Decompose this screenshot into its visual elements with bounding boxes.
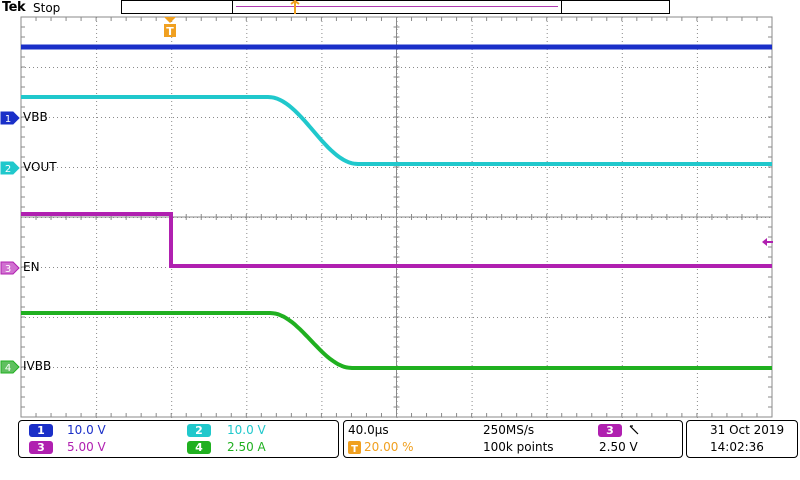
ch2-ground-marker[interactable]: 2 (0, 160, 22, 176)
ch4-label: IVBB (23, 359, 52, 373)
date: 31 Oct 2019 (710, 423, 785, 437)
ch2-badge[interactable]: 2 (187, 424, 211, 437)
trigger-position-icon: T (348, 441, 361, 454)
ch2-label: VOUT (23, 160, 57, 174)
ch3-badge[interactable]: 3 (29, 441, 53, 454)
ch4-ground-marker[interactable]: 4 (0, 359, 22, 375)
ch3-ground-marker[interactable]: 3 (0, 260, 22, 276)
svg-text:3: 3 (5, 264, 11, 275)
time: 14:02:36 (710, 440, 764, 454)
channel-scale-panel[interactable]: 1 10.0 V 2 10.0 V 3 5.00 V 4 2.50 A (18, 420, 339, 458)
ch3-scale[interactable]: 5.00 V (67, 440, 106, 454)
acquisition-state: Stop (33, 1, 61, 15)
trigger-position[interactable]: 20.00 % (364, 440, 414, 454)
svg-text:T: T (166, 25, 174, 38)
ch1-label: VBB (23, 110, 48, 124)
brand-logo: Tek (2, 0, 26, 15)
waveform-ch4 (21, 311, 772, 370)
trigger-source-badge[interactable]: 3 (598, 424, 622, 437)
datetime-panel: 31 Oct 2019 14:02:36 (686, 420, 798, 458)
trigger-level-marker-icon (762, 238, 773, 246)
waveform-display[interactable]: T (0, 0, 800, 420)
ch1-scale[interactable]: 10.0 V (67, 423, 106, 437)
ch4-scale[interactable]: 2.50 A (227, 440, 266, 454)
ch3-label: EN (23, 260, 40, 274)
ch2-scale[interactable]: 10.0 V (227, 423, 266, 437)
record-window-line (236, 6, 558, 7)
sample-rate: 250MS/s (483, 423, 535, 437)
trigger-level[interactable]: 2.50 V (599, 440, 638, 454)
svg-text:1: 1 (5, 114, 11, 125)
waveform-ch2 (21, 95, 772, 166)
falling-edge-icon (629, 425, 639, 435)
svg-text:4: 4 (5, 363, 11, 374)
time-per-div[interactable]: 40.0µs (348, 423, 389, 437)
waveform-ch3 (21, 212, 772, 268)
trigger-position-marker-icon: T (164, 17, 176, 38)
ch1-ground-marker[interactable]: 1 (0, 110, 22, 126)
record-center-marker-icon (290, 0, 300, 14)
ch4-badge[interactable]: 4 (187, 441, 211, 454)
record-view-window[interactable] (232, 0, 562, 14)
svg-text:T: T (351, 444, 358, 454)
record-length: 100k points (483, 440, 554, 454)
svg-text:2: 2 (5, 164, 11, 175)
horizontal-trigger-panel[interactable]: 40.0µs 250MS/s 3 T 20.00 % 100k points 2… (343, 420, 683, 458)
ch1-badge[interactable]: 1 (29, 424, 53, 437)
